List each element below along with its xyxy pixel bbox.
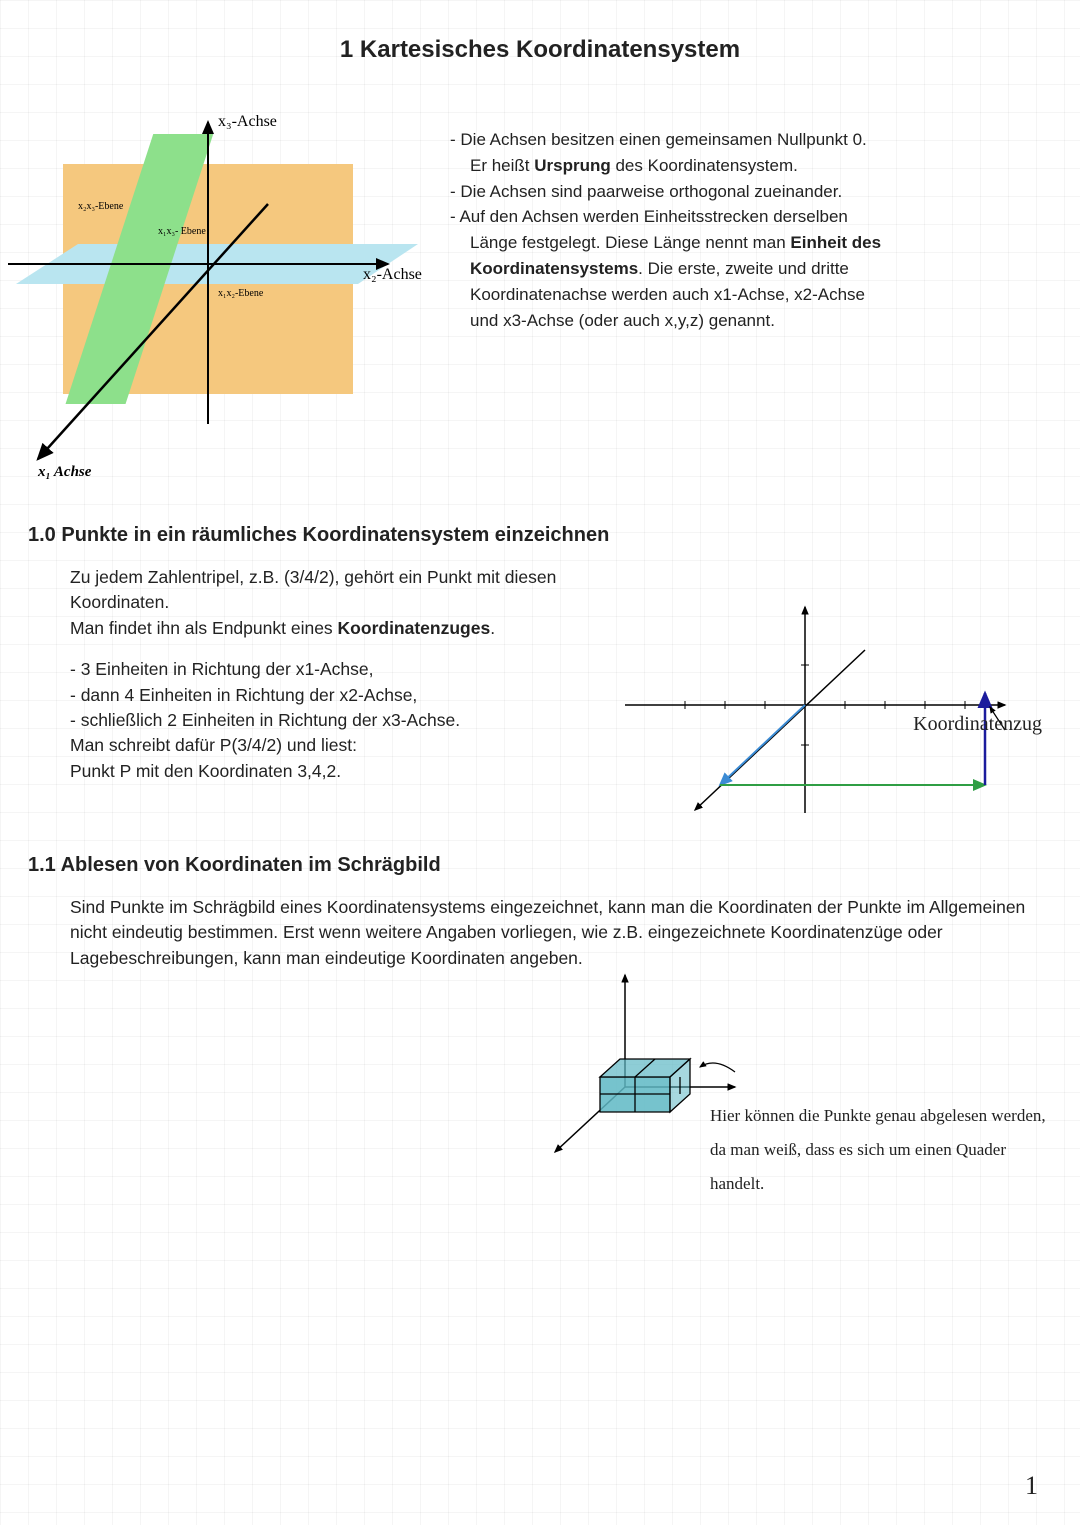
bullet-2: - Die Achsen sind paarweise orthogonal z… bbox=[450, 180, 1050, 204]
bullet-3c: Koordinatensystems. Die erste, zweite un… bbox=[450, 257, 1050, 281]
note-line-1: Hier können die Punkte genau abgelesen w… bbox=[710, 1099, 1080, 1133]
top-bullet-list: - Die Achsen besitzen einen gemeinsamen … bbox=[450, 128, 1050, 334]
page-number: 1 bbox=[1025, 1471, 1038, 1501]
bold-einheit: Einheit des bbox=[790, 233, 881, 252]
section-1-1-body: Sind Punkte im Schrägbild eines Koordina… bbox=[70, 895, 1050, 1239]
plane-x2x3-label: x₂x₃-Ebene bbox=[78, 201, 124, 212]
s10-p2a: Man schreibt dafür P(3/4/2) und liest: bbox=[70, 733, 630, 758]
plane-x1x3-label: x₁x₃- Ebene bbox=[158, 226, 206, 237]
t: Länge festgelegt. Diese Länge nennt man bbox=[470, 233, 790, 252]
s10-b1: - 3 Einheiten in Richtung der x1-Achse, bbox=[70, 657, 630, 682]
bullet-3d: Koordinatenachse werden auch x1-Achse, x… bbox=[450, 283, 1050, 307]
page-title: 1 Kartesisches Koordinatensystem bbox=[0, 0, 1080, 64]
s10-b3: - schließlich 2 Einheiten in Richtung de… bbox=[70, 708, 630, 733]
bullet-1a: - Die Achsen besitzen einen gemeinsamen … bbox=[450, 128, 1050, 152]
x2-axis-label: x₂-Achse bbox=[363, 266, 422, 283]
bold-koordinatenzuges: Koordinatenzuges bbox=[338, 618, 491, 638]
top-block: x₃-Achse x₂-Achse x₁ Achse x₂x₃-Ebene x₁… bbox=[0, 104, 1080, 484]
note-line-2: da man weiß, dass es sich um einen Quade… bbox=[710, 1133, 1080, 1167]
bold-ursprung: Ursprung bbox=[534, 156, 611, 175]
t: Man findet ihn als Endpunkt eines bbox=[70, 618, 338, 638]
cube-note: Hier können die Punkte genau abgelesen w… bbox=[710, 1099, 1080, 1201]
section-1-0-body: Zu jedem Zahlentripel, z.B. (3/4/2), geh… bbox=[70, 565, 1050, 784]
t: . bbox=[490, 618, 495, 638]
cube-pointer bbox=[700, 1063, 735, 1072]
x1-axis-label: x₁ Achse bbox=[37, 464, 92, 480]
s10-b2: - dann 4 Einheiten in Richtung der x2-Ac… bbox=[70, 683, 630, 708]
s11-p1: Sind Punkte im Schrägbild eines Koordina… bbox=[70, 895, 1050, 971]
s10-p1a: Zu jedem Zahlentripel, z.B. (3/4/2), geh… bbox=[70, 565, 630, 616]
bullet-3b: Länge festgelegt. Diese Länge nennt man … bbox=[450, 231, 1050, 255]
bold-koord: Koordinatensystems bbox=[470, 259, 638, 278]
section-1-0-heading: 1.0 Punkte in ein räumliches Koordinaten… bbox=[28, 524, 1080, 547]
section-1-1-heading: 1.1 Ablesen von Koordinaten im Schrägbil… bbox=[28, 854, 1080, 877]
t: Er heißt bbox=[470, 156, 534, 175]
bullet-3a: - Auf den Achsen werden Einheitsstrecken… bbox=[450, 205, 1050, 229]
coord-system-3d-diagram: x₃-Achse x₂-Achse x₁ Achse x₂x₃-Ebene x₁… bbox=[8, 104, 438, 484]
x3-axis-label: x₃-Achse bbox=[218, 113, 277, 130]
s10-p2b: Punkt P mit den Koordinaten 3,4,2. bbox=[70, 759, 630, 784]
bullet-3e: und x3-Achse (oder auch x,y,z) genannt. bbox=[450, 309, 1050, 333]
cuboid bbox=[600, 1059, 690, 1112]
zug-step1 bbox=[720, 705, 805, 785]
plane-x1x2-label: x₁x₂-Ebene bbox=[218, 288, 264, 299]
t: des Koordinatensystem. bbox=[611, 156, 798, 175]
koordinatenzug-label: Koordinatenzug bbox=[913, 710, 1042, 739]
bullet-1b: Er heißt Ursprung des Koordinatensystem. bbox=[450, 154, 1050, 178]
s10-p1b: Man findet ihn als Endpunkt eines Koordi… bbox=[70, 616, 630, 641]
note-line-3: handelt. bbox=[710, 1167, 1080, 1201]
t: . Die erste, zweite und dritte bbox=[638, 259, 849, 278]
